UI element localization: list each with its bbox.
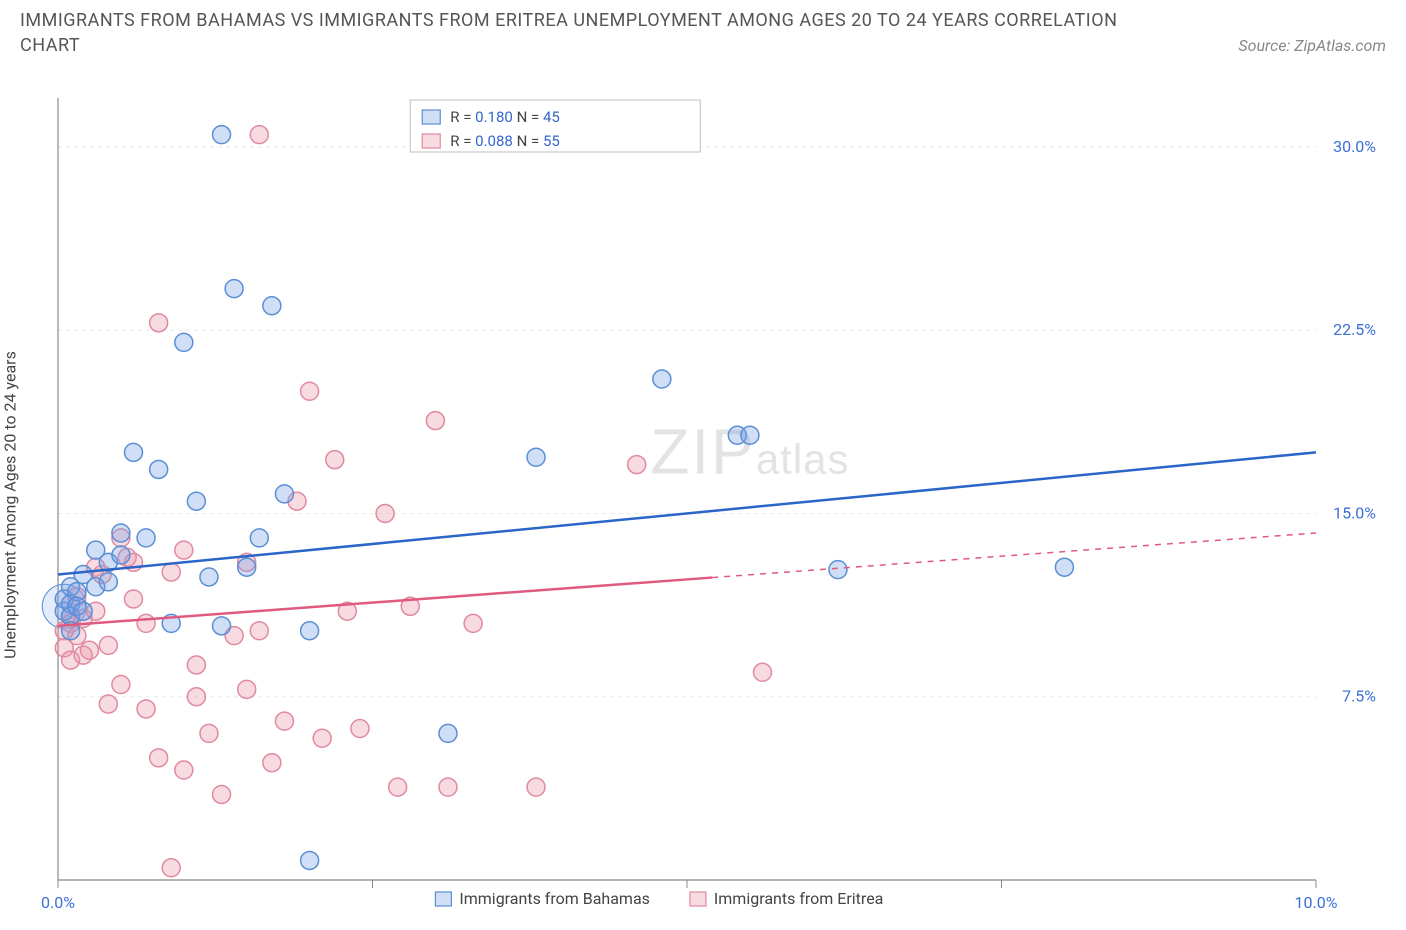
data-point — [313, 729, 331, 747]
data-point — [112, 676, 130, 694]
data-point — [80, 641, 98, 659]
data-point — [829, 561, 847, 579]
x-tick-label: 10.0% — [1295, 893, 1338, 912]
y-tick-label: 15.0% — [1333, 503, 1376, 522]
data-point — [301, 622, 319, 640]
data-point — [137, 614, 155, 632]
data-point — [162, 563, 180, 581]
data-point — [439, 724, 457, 742]
data-point — [263, 297, 281, 315]
data-point — [187, 688, 205, 706]
data-point — [275, 712, 293, 730]
legend-swatch — [422, 134, 440, 148]
data-point — [74, 602, 92, 620]
data-point — [753, 663, 771, 681]
chart-title-line1: IMMIGRANTS FROM BAHAMAS VS IMMIGRANTS FR… — [0, 0, 1406, 31]
data-point — [150, 460, 168, 478]
chart-title-line2: CHART — [20, 35, 80, 56]
data-point — [99, 636, 117, 654]
data-point — [99, 695, 117, 713]
scatter-chart-svg: 0.0%10.0%7.5%15.0%22.5%30.0%ZIPatlasR = … — [20, 90, 1386, 920]
data-point — [301, 851, 319, 869]
y-tick-label: 22.5% — [1333, 320, 1376, 339]
data-point — [426, 412, 444, 430]
legend-swatch — [435, 892, 451, 906]
data-point — [213, 617, 231, 635]
chart-area: Unemployment Among Ages 20 to 24 years 0… — [20, 90, 1386, 920]
data-point — [213, 785, 231, 803]
data-point — [175, 333, 193, 351]
y-axis-label: Unemployment Among Ages 20 to 24 years — [1, 351, 20, 659]
data-point — [351, 719, 369, 737]
legend-swatch — [422, 110, 440, 124]
data-point — [527, 448, 545, 466]
data-point — [187, 492, 205, 510]
x-tick-label: 0.0% — [41, 893, 75, 912]
data-point — [741, 426, 759, 444]
data-point — [389, 778, 407, 796]
data-point — [175, 541, 193, 559]
y-tick-label: 7.5% — [1342, 687, 1376, 706]
data-point — [150, 749, 168, 767]
legend-swatch — [690, 892, 706, 906]
data-point — [263, 754, 281, 772]
data-point — [326, 451, 344, 469]
data-point — [200, 568, 218, 586]
data-point — [150, 314, 168, 332]
data-point — [112, 524, 130, 542]
legend-correlation-entry: R = 0.088 N = 55 — [450, 132, 560, 150]
data-point — [112, 546, 130, 564]
data-point — [1055, 558, 1073, 576]
data-point — [250, 529, 268, 547]
data-point — [628, 456, 646, 474]
data-point — [464, 614, 482, 632]
data-point — [137, 700, 155, 718]
data-point — [225, 280, 243, 298]
data-point — [124, 443, 142, 461]
data-point — [175, 761, 193, 779]
data-point — [99, 573, 117, 591]
data-point — [187, 656, 205, 674]
legend-correlation-entry: R = 0.180 N = 45 — [450, 108, 560, 126]
data-point — [200, 724, 218, 742]
data-point — [213, 126, 231, 144]
data-point — [439, 778, 457, 796]
data-point — [250, 622, 268, 640]
y-tick-label: 30.0% — [1333, 137, 1376, 156]
data-point — [301, 382, 319, 400]
data-point — [527, 778, 545, 796]
source-attribution: Source: ZipAtlas.com — [1238, 36, 1386, 55]
legend-series-label: Immigrants from Eritrea — [714, 889, 883, 908]
data-point — [238, 680, 256, 698]
data-point — [162, 859, 180, 877]
data-point — [250, 126, 268, 144]
data-point — [275, 485, 293, 503]
data-point — [238, 558, 256, 576]
subtitle-row: CHART Source: ZipAtlas.com — [0, 31, 1406, 66]
data-point — [124, 590, 142, 608]
data-point — [653, 370, 671, 388]
data-point — [137, 529, 155, 547]
data-point — [376, 504, 394, 522]
legend-series-label: Immigrants from Bahamas — [459, 889, 650, 908]
